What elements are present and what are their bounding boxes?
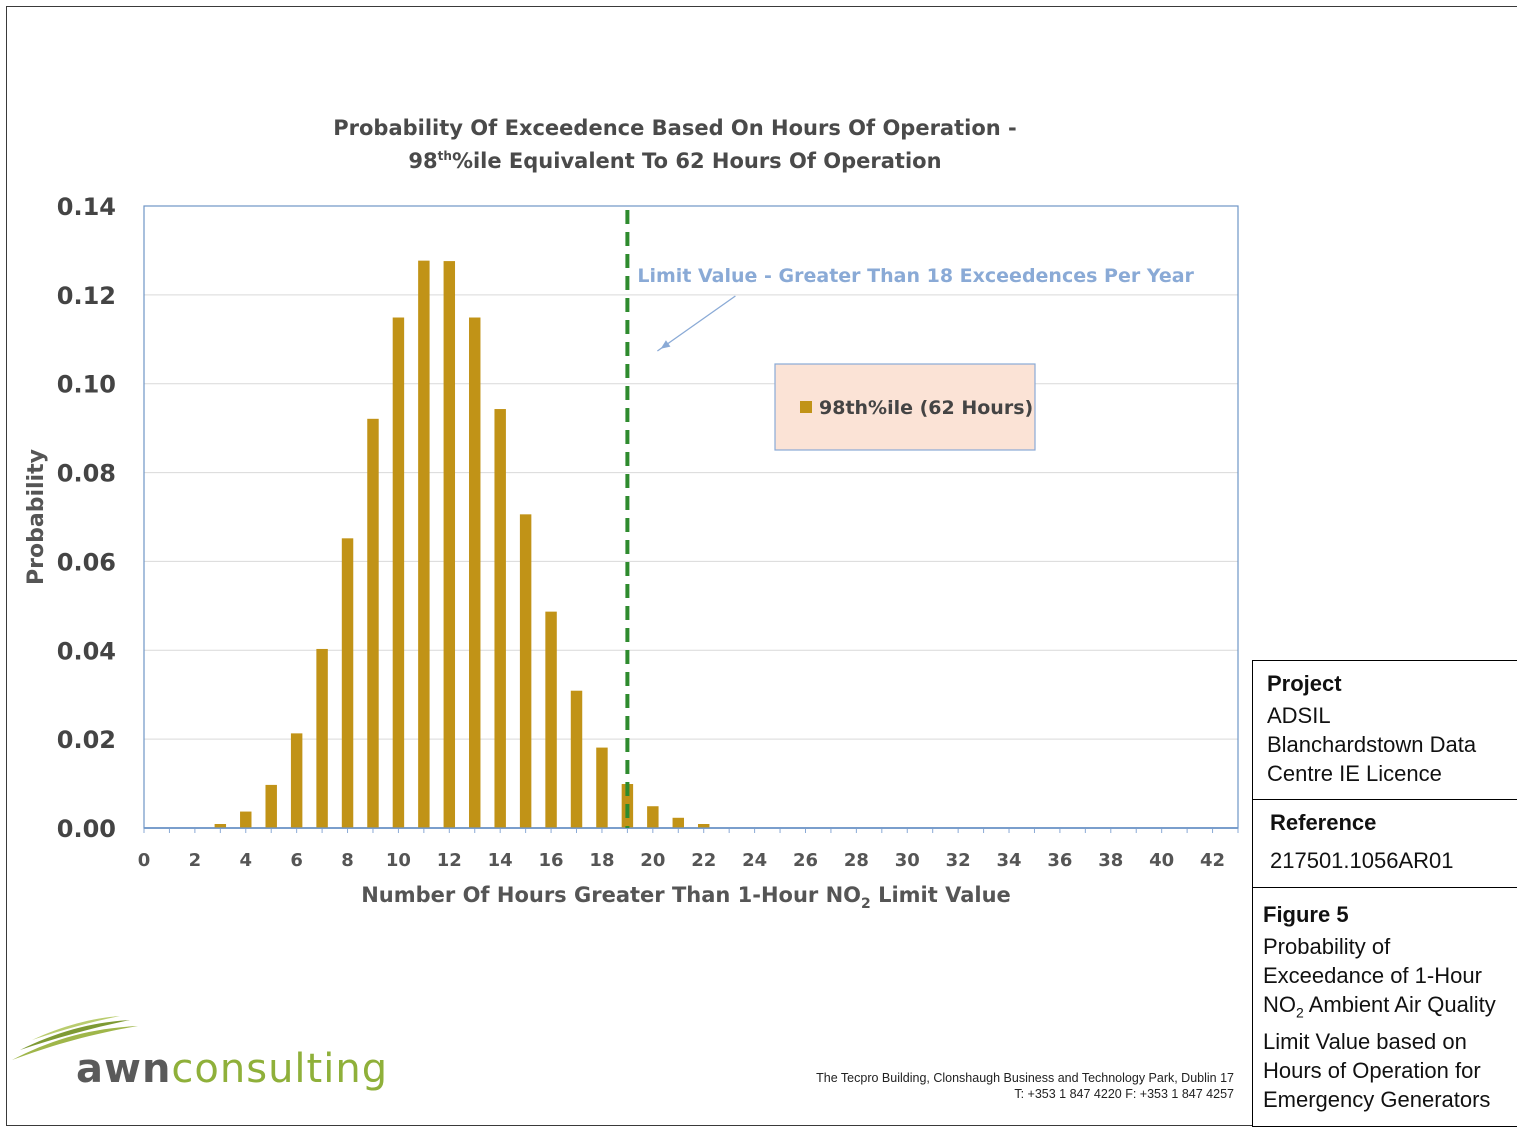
chart-title-line1: Probability Of Exceedence Based On Hours… [333,116,1017,140]
x-tick-label: 16 [539,850,564,871]
footer-address-line: The Tecpro Building, Clonshaugh Business… [816,1071,1234,1085]
legend-swatch [800,401,812,413]
bar [545,611,557,828]
bar [519,514,532,828]
x-tick-label: 30 [895,850,920,871]
figure-box: Figure 5 Probability of Exceedance of 1-… [1252,887,1517,1127]
annotation-arrow [657,295,736,352]
title-98: 98 [408,149,438,173]
reference-heading: Reference [1270,810,1377,835]
bar [494,409,506,828]
bars [214,260,710,828]
figure-no: NO [1263,992,1296,1017]
xlabel-main: Number Of Hours Greater Than 1-Hour NO [361,883,861,907]
figure-desc-3: NO2 Ambient Air Quality [1263,990,1517,1027]
bar [214,824,227,828]
x-tick-label: 22 [691,850,716,871]
limit-annotation: Limit Value - Greater Than 18 Exceedence… [637,265,1194,287]
bar [367,418,379,828]
y-tick-label: 0.08 [57,460,116,488]
figure-desc-4: Limit Value based on [1263,1029,1467,1055]
plot-area-border [143,205,1239,829]
xlabel-sub: 2 [861,896,871,912]
figure-desc-2: Exceedance of 1-Hour [1263,963,1482,988]
figure-desc-5: Hours of Operation for [1263,1058,1481,1084]
y-tick-label: 0.12 [57,282,116,310]
footer-phone-line: T: +353 1 847 4220 F: +353 1 847 4257 [1014,1087,1234,1101]
xlabel-suffix: Limit Value [871,883,1011,907]
footer-address: The Tecpro Building, Clonshaugh Business… [620,1070,1234,1102]
x-tick-label: 10 [386,850,411,871]
y-tick-labels: 0.00 0.02 0.04 0.06 0.08 0.10 0.12 0.14 [57,193,116,843]
x-tick-label: 36 [1047,850,1072,871]
x-tick-label: 8 [341,850,354,871]
chart-title-line2: 98th%ile Equivalent To 62 Hours Of Opera… [0,149,1350,173]
y-tick-label: 0.00 [57,815,116,843]
bar [570,690,583,828]
bar [392,317,405,828]
awn-logo-text: awnconsulting [76,1046,388,1092]
x-tick-label: 40 [1149,850,1174,871]
figure-no-sub: 2 [1296,1004,1304,1021]
legend-label: 98th%ile (62 Hours) [819,397,1033,419]
x-tick-label: 0 [138,850,151,871]
x-tick-label: 24 [742,850,767,871]
project-line-3: Centre IE Licence [1267,761,1442,786]
annotation-arrowhead [660,340,671,349]
logo-consulting: consulting [171,1046,389,1092]
bar [469,317,481,828]
bar [672,817,685,828]
x-tick-label: 14 [488,850,513,871]
figure-air: Ambient Air Quality [1303,992,1496,1017]
bar [265,784,277,828]
bar [240,811,252,828]
bar [341,538,354,828]
bar [290,733,303,828]
x-tick-label: 2 [189,850,202,871]
figure-desc-1: Probability of [1263,934,1391,959]
x-tick-label: 26 [793,850,818,871]
legend-box: 98th%ile (62 Hours) [774,363,1036,451]
x-tick-label: 18 [589,850,614,871]
project-line-1: ADSIL [1267,703,1331,728]
x-tick-label: 12 [437,850,462,871]
y-tick-label: 0.10 [57,371,116,399]
y-tick-label: 0.02 [57,726,116,754]
x-tick-label: 32 [946,850,971,871]
title-rest: %ile Equivalent To 62 Hours Of Operation [451,149,942,173]
x-tick-label: 6 [290,850,303,871]
y-axis-label: Probability [24,449,49,585]
bar [418,260,430,828]
bar [316,648,328,828]
reference-value: 217501.1056AR01 [1270,848,1454,873]
title-sup-th: th [437,149,452,163]
x-tick-label: 4 [240,850,253,871]
project-box: Project ADSIL Blanchardstown Data Centre… [1252,660,1517,800]
project-line-2: Blanchardstown Data [1267,732,1477,757]
figure-desc-6: Emergency Generators [1263,1087,1491,1113]
probability-chart: 0.000.020.040.060.080.100.120.14 0 2 4 6 8 10… [24,193,1239,912]
reference-box: Reference 217501.1056AR01 [1252,799,1517,888]
x-tick-label: 42 [1200,850,1225,871]
bar [647,806,659,828]
logo-awn: awn [76,1046,172,1092]
y-tick-label: 0.04 [57,637,116,665]
bar [697,824,710,828]
x-tick-label: 38 [1098,850,1123,871]
gridlines [144,294,1238,740]
x-tick-label: 28 [844,850,869,871]
bar [443,261,456,828]
bar [596,747,608,828]
y-tick-label: 0.14 [57,193,116,221]
x-axis-label: Number Of Hours Greater Than 1-Hour NO2 … [361,883,1011,912]
figure-heading: Figure 5 [1263,902,1349,927]
y-tick-label: 0.06 [57,548,116,576]
project-heading: Project [1267,671,1342,696]
x-tick-label: 34 [996,850,1021,871]
x-tick-label: 20 [640,850,665,871]
x-tick-labels: 0 2 4 6 8 10 12 14 16 18 20 22 24 26 28 30 32 34 36 38 40 42 [138,827,1239,871]
